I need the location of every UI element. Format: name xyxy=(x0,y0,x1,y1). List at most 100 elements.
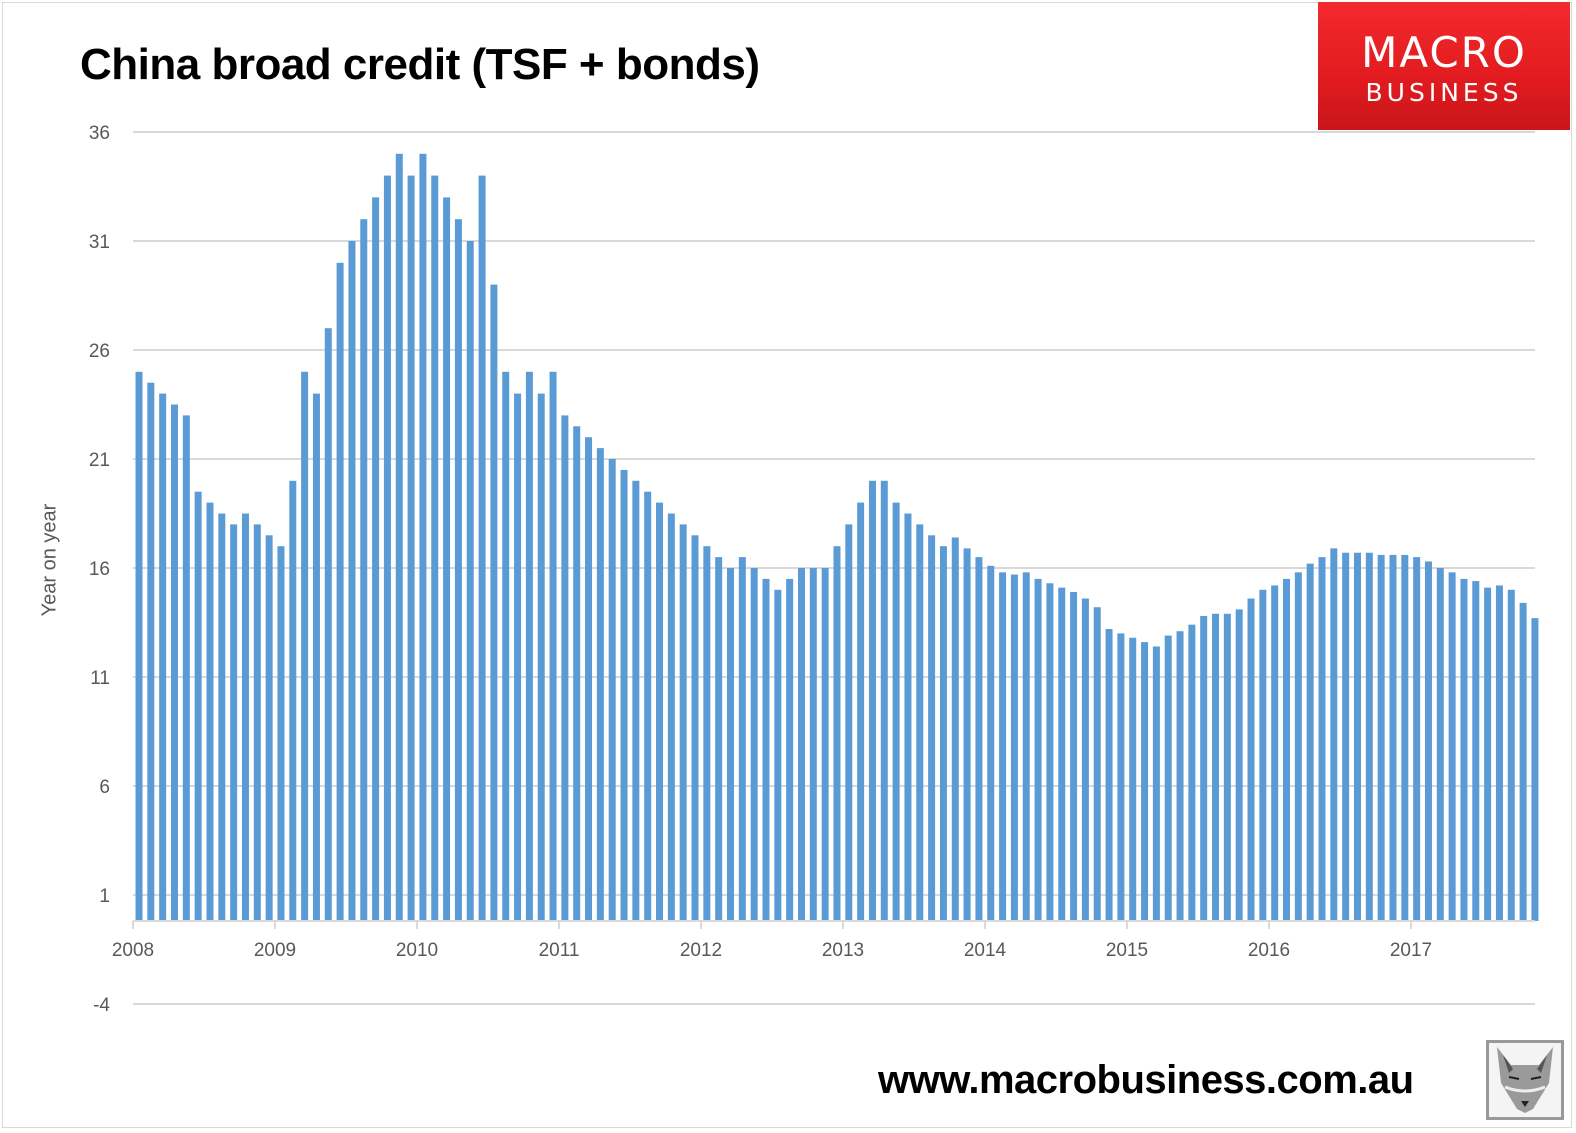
x-tick-label: 2011 xyxy=(539,940,580,961)
data-bar xyxy=(230,524,238,921)
data-bar xyxy=(502,371,510,921)
data-bar xyxy=(1436,568,1444,921)
data-bar xyxy=(466,241,474,921)
y-axis-title: Year on year xyxy=(38,503,61,617)
data-bar xyxy=(443,197,451,921)
data-bar xyxy=(1070,591,1078,921)
y-tick-label: 36 xyxy=(89,123,110,144)
data-bar xyxy=(253,524,261,921)
data-bar xyxy=(1212,613,1220,921)
data-bar xyxy=(549,371,557,921)
x-tick-label: 2008 xyxy=(112,940,154,961)
data-bar xyxy=(892,502,900,921)
x-tick-label: 2009 xyxy=(254,940,296,961)
data-bar xyxy=(419,153,427,922)
data-bar xyxy=(206,502,214,921)
y-tick-label: 1 xyxy=(99,886,110,907)
data-bar xyxy=(1010,574,1018,921)
data-bar xyxy=(762,578,770,921)
data-bar xyxy=(857,502,865,921)
data-bar xyxy=(1330,548,1338,921)
data-bar xyxy=(1152,646,1160,921)
data-bar xyxy=(218,513,226,921)
x-tick-label: 2014 xyxy=(964,940,1007,961)
data-bar xyxy=(809,568,817,921)
data-bar xyxy=(928,535,936,921)
data-bar xyxy=(277,546,285,921)
data-bar xyxy=(1081,598,1089,921)
x-tick-label: 2016 xyxy=(1248,940,1290,961)
data-bar xyxy=(679,524,687,921)
data-bar xyxy=(1105,629,1113,921)
data-bar xyxy=(833,546,841,921)
data-bar xyxy=(561,415,569,921)
data-bar xyxy=(608,459,616,921)
x-tick-label: 2015 xyxy=(1106,940,1148,961)
data-bar xyxy=(1235,609,1243,921)
data-bar xyxy=(1365,552,1373,921)
data-bar xyxy=(1377,554,1385,921)
data-bar xyxy=(644,491,652,921)
data-bar xyxy=(1046,583,1054,921)
data-bar xyxy=(348,241,356,921)
data-bar xyxy=(999,572,1007,921)
data-bar xyxy=(845,524,853,921)
y-tick-label: -4 xyxy=(93,995,110,1016)
data-bar xyxy=(916,524,924,921)
y-tick-label: 6 xyxy=(99,777,110,798)
data-bar xyxy=(1318,557,1326,921)
data-bar xyxy=(573,426,581,921)
data-bar xyxy=(1223,613,1231,921)
y-tick-label: 31 xyxy=(89,232,110,253)
data-bar xyxy=(738,557,746,921)
data-bar xyxy=(1176,631,1184,921)
data-bar xyxy=(324,328,332,921)
data-bar xyxy=(360,219,368,921)
data-bar xyxy=(537,393,545,922)
data-bar xyxy=(1022,572,1030,921)
data-bar xyxy=(1271,585,1279,921)
data-bar xyxy=(454,219,462,921)
data-bar xyxy=(1283,578,1291,921)
data-bar xyxy=(868,480,876,921)
data-bar xyxy=(1294,572,1302,921)
data-bar xyxy=(667,513,675,921)
data-bar xyxy=(585,437,593,921)
data-bar xyxy=(1401,554,1409,921)
data-bar xyxy=(312,393,320,922)
data-bar xyxy=(1117,633,1125,921)
data-bar xyxy=(336,262,344,921)
data-bar xyxy=(1507,589,1515,921)
data-bar xyxy=(1531,618,1539,921)
data-bar xyxy=(1424,561,1432,921)
data-bar xyxy=(821,568,829,921)
logo-line-business: BUSINESS xyxy=(1365,78,1523,107)
data-bar xyxy=(963,548,971,921)
data-bar xyxy=(786,578,794,921)
data-bar xyxy=(975,557,983,921)
x-tick-label: 2010 xyxy=(396,940,438,961)
fox-head-icon xyxy=(1486,1040,1564,1120)
data-bar xyxy=(1058,587,1066,921)
data-bar xyxy=(656,502,664,921)
data-bar xyxy=(1389,554,1397,921)
data-bar xyxy=(383,175,391,922)
data-bar xyxy=(727,568,734,921)
data-bar xyxy=(620,469,628,921)
data-bar xyxy=(1353,552,1361,921)
data-bar xyxy=(525,371,533,921)
data-bar xyxy=(395,153,403,922)
data-bar xyxy=(407,175,415,922)
data-bar xyxy=(159,393,167,922)
data-bar xyxy=(750,568,758,921)
data-bar xyxy=(194,491,202,921)
data-bar xyxy=(265,535,273,921)
data-bar xyxy=(1259,589,1267,921)
data-bar xyxy=(1460,578,1468,921)
data-bar xyxy=(951,537,959,921)
data-bar xyxy=(1342,552,1350,921)
data-bar xyxy=(939,546,947,921)
x-tick-label: 2017 xyxy=(1390,940,1432,961)
data-bar xyxy=(797,568,805,921)
